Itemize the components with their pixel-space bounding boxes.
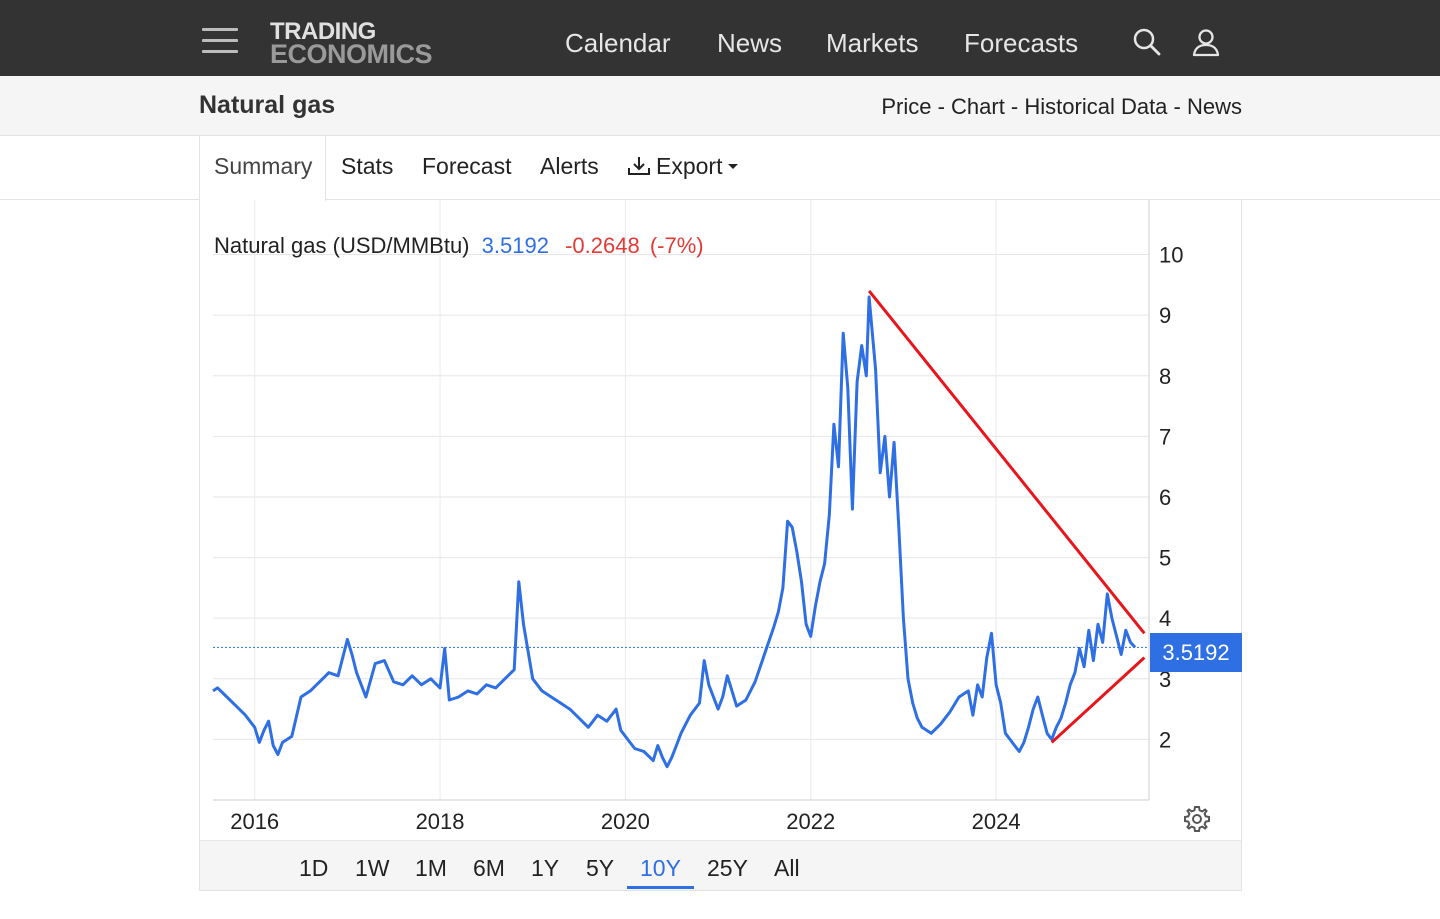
tab-stats[interactable]: Stats xyxy=(341,153,394,179)
x-tick-label: 2024 xyxy=(972,809,1021,834)
y-tick-label: 10 xyxy=(1159,243,1183,268)
settings-gear-icon[interactable] xyxy=(1182,804,1212,834)
search-icon[interactable] xyxy=(1131,26,1163,58)
x-tick-label: 2022 xyxy=(786,809,835,834)
title-link-historical-data[interactable]: Historical Data xyxy=(1024,94,1168,119)
user-icon[interactable] xyxy=(1190,26,1222,58)
nav-link-forecasts[interactable]: Forecasts xyxy=(964,28,1079,58)
range-5y-button[interactable]: 5Y xyxy=(586,855,615,881)
x-tick-label: 2020 xyxy=(601,809,650,834)
chart-header: Natural gas (USD/MMBtu) 3.5192 -0.2648 (… xyxy=(214,233,704,259)
range-1w-button[interactable]: 1W xyxy=(355,855,390,881)
price-chart[interactable]: 2 3 4 5 6 7 8 9 10 2016 2018 2020 2022 2024 xyxy=(200,200,1241,840)
range-1d-button[interactable]: 1D xyxy=(299,855,329,881)
active-range-underline xyxy=(627,886,694,889)
title-links: Price - Chart - Historical Data - News xyxy=(881,94,1242,120)
y-tick-label: 2 xyxy=(1159,727,1171,752)
last-value-badge: 3.5192 xyxy=(1150,633,1242,672)
page-title: Natural gas xyxy=(199,91,336,119)
y-tick-label: 3 xyxy=(1159,667,1171,692)
y-tick-label: 4 xyxy=(1159,606,1171,631)
trend-line xyxy=(1050,656,1146,744)
download-icon xyxy=(628,157,650,175)
range-10y-button[interactable]: 10Y xyxy=(640,855,681,881)
range-6m-button[interactable]: 6M xyxy=(473,855,505,881)
title-bar: Natural gas Price - Chart - Historical D… xyxy=(0,76,1440,136)
title-link-price[interactable]: Price xyxy=(881,94,932,119)
range-1m-button[interactable]: 1M xyxy=(415,855,447,881)
logo-line-2: ECONOMICS xyxy=(270,39,433,69)
title-link-chart[interactable]: Chart xyxy=(951,94,1005,119)
quote-name: Natural gas (USD/MMBtu) xyxy=(214,233,470,258)
nav-link-news[interactable]: News xyxy=(717,28,783,58)
title-link-separator: - xyxy=(1167,94,1187,119)
trading-economics-logo[interactable]: TRADING ECONOMICS xyxy=(268,20,448,68)
nav-link-markets[interactable]: Markets xyxy=(826,28,919,58)
export-button[interactable]: Export xyxy=(626,150,740,182)
title-link-separator: - xyxy=(1004,94,1025,119)
range-all-button[interactable]: All xyxy=(774,855,800,881)
range-25y-button[interactable]: 25Y xyxy=(707,855,748,881)
tabs-divider xyxy=(0,199,1440,200)
range-selector: 1D 1W 1M 6M 1Y 5Y 10Y 25Y All xyxy=(200,840,1241,890)
title-link-news[interactable]: News xyxy=(1186,94,1242,119)
x-tick-label: 2018 xyxy=(416,809,465,834)
quote-change: -0.2648 xyxy=(565,233,640,258)
y-tick-label: 8 xyxy=(1159,364,1171,389)
logo-line-1: TRADING xyxy=(270,18,376,45)
nav-link-calendar[interactable]: Calendar xyxy=(565,28,671,58)
quote-change-pct: (-7%) xyxy=(649,233,704,258)
tab-forecast[interactable]: Forecast xyxy=(422,153,512,179)
title-link-separator: - xyxy=(931,94,952,119)
y-tick-label: 5 xyxy=(1159,546,1171,571)
tab-summary[interactable]: Summary xyxy=(199,136,326,201)
quote-price: 3.5192 xyxy=(481,233,549,258)
y-tick-label: 7 xyxy=(1159,424,1171,449)
y-tick-label: 6 xyxy=(1159,485,1171,510)
trend-line xyxy=(867,289,1146,635)
export-label: Export xyxy=(656,153,723,179)
chart-panel: 2 3 4 5 6 7 8 9 10 2016 2018 2020 2022 2024 Natural g… xyxy=(199,200,1242,891)
y-tick-label: 9 xyxy=(1159,303,1171,328)
tab-summary-label: Summary xyxy=(214,153,313,179)
price-line xyxy=(212,295,1137,769)
top-nav: TRADING ECONOMICS Calendar News Markets … xyxy=(0,0,1440,76)
tab-alerts[interactable]: Alerts xyxy=(540,153,599,179)
caret-down-icon xyxy=(728,164,739,169)
range-1y-button[interactable]: 1Y xyxy=(531,855,560,881)
x-tick-label: 2016 xyxy=(230,809,279,834)
menu-icon[interactable] xyxy=(202,28,238,54)
